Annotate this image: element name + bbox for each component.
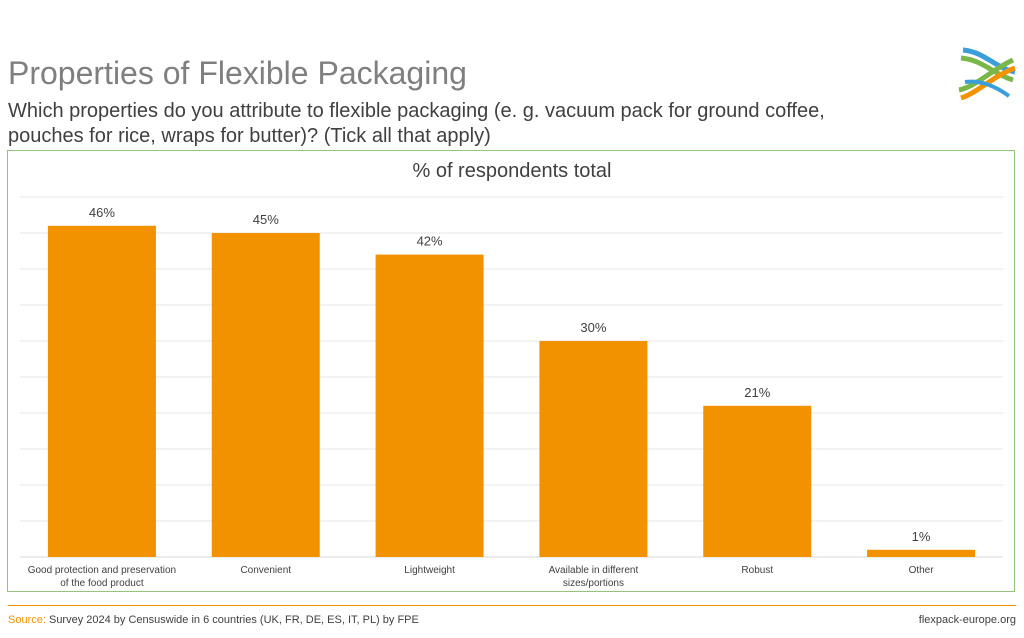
- bar: [703, 405, 812, 557]
- bar: [539, 341, 648, 557]
- source-note: Source: Survey 2024 by Censuswide in 6 c…: [8, 614, 419, 626]
- data-label: 46%: [89, 205, 115, 220]
- site-url: flexpack-europe.org: [918, 614, 1016, 626]
- category-label: Good protection and preservation of the f…: [28, 565, 176, 589]
- bar: [211, 233, 320, 557]
- chart-title: % of respondents total: [412, 160, 612, 182]
- category-label: Other: [909, 565, 935, 576]
- data-label: 42%: [417, 234, 443, 249]
- footer-divider: [8, 605, 1016, 606]
- page-subtitle: Which properties do you attribute to fle…: [8, 100, 825, 147]
- category-label: Convenient: [240, 565, 291, 576]
- data-label: 21%: [744, 385, 770, 400]
- data-label: 1%: [912, 529, 931, 544]
- chart-area: [7, 150, 1015, 592]
- data-label: 30%: [580, 320, 606, 335]
- category-label: Robust: [741, 565, 773, 576]
- data-label: 45%: [253, 212, 279, 227]
- flexpack-europe-logo-icon: [958, 47, 1016, 101]
- category-label: Available in different sizes/portions: [549, 565, 639, 589]
- category-label: Lightweight: [404, 565, 455, 576]
- bar: [47, 225, 156, 558]
- bar: [867, 549, 976, 557]
- bar: [375, 254, 484, 557]
- source-text: Survey 2024 by Censuswide in 6 countries…: [45, 614, 419, 626]
- page-title: Properties of Flexible Packaging: [8, 55, 467, 91]
- source-label: Source:: [8, 614, 46, 626]
